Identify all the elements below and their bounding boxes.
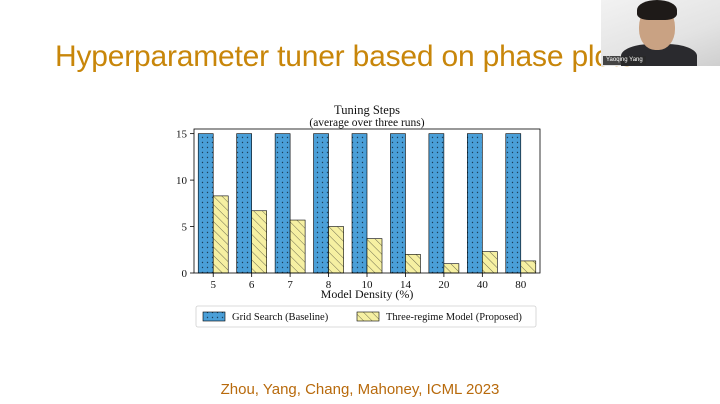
legend-swatch-three-regime (356, 311, 380, 322)
bar-three-regime-10 (366, 238, 383, 274)
bar-grid-search-6 (236, 133, 252, 274)
webcam-person-hair (637, 0, 677, 20)
y-tick-label: 5 (182, 222, 188, 234)
bar-three-regime-8 (328, 226, 344, 274)
x-tick-label: 8 (326, 279, 332, 291)
x-tick-label: 20 (438, 279, 450, 291)
bar-three-regime-20 (443, 263, 460, 274)
y-tick-label: 10 (176, 175, 188, 187)
bar-three-regime-7 (289, 219, 306, 274)
legend: Grid Search (Baseline) Three-regime Mode… (195, 305, 537, 328)
x-tick-label: 6 (249, 279, 255, 291)
y-tick-label: 15 (176, 129, 188, 141)
webcam-name-label: Yaoqing Yang (603, 56, 646, 65)
bar-grid-search-80 (505, 133, 522, 274)
bar-three-regime-6 (251, 210, 267, 274)
bar-three-regime-40 (482, 251, 498, 274)
y-tick-label: 0 (182, 268, 188, 280)
chart-title: Tuning Steps (334, 103, 400, 117)
chart-subtitle: (average over three runs) (309, 117, 424, 129)
citation: Zhou, Yang, Chang, Mahoney, ICML 2023 (220, 381, 500, 398)
bar-three-regime-80 (520, 260, 537, 274)
bar-grid-search-8 (313, 133, 329, 274)
bar-grid-search-14 (390, 133, 406, 274)
x-tick-label: 80 (515, 279, 527, 291)
bar-grid-search-5 (197, 133, 214, 274)
legend-label-grid-search: Grid Search (Baseline) (232, 312, 329, 323)
legend-swatch-grid-search (202, 311, 226, 322)
bar-grid-search-20 (428, 133, 445, 274)
x-tick-label: 10 (362, 279, 374, 291)
bar-three-regime-14 (405, 254, 421, 274)
y-axis: 0 5 10 15 (176, 129, 194, 280)
slide-title: Hyperparameter tuner based on phase plot… (55, 40, 634, 73)
x-axis: 5 6 7 8 10 14 20 40 80 (210, 273, 527, 291)
x-tick-label: 40 (477, 279, 489, 291)
webcam-overlay: Yaoqing Yang (601, 0, 720, 66)
bar-grid-search-7 (274, 133, 291, 274)
bar-three-regime-5 (212, 195, 229, 274)
x-tick-label: 14 (400, 279, 412, 291)
x-tick-label: 5 (210, 279, 216, 291)
x-tick-label: 7 (287, 279, 293, 291)
x-axis-label: Model Density (%) (321, 287, 414, 301)
legend-label-three-regime: Three-regime Model (Proposed) (386, 312, 522, 323)
bars-layer (197, 133, 537, 274)
bar-grid-search-40 (467, 133, 483, 274)
bar-grid-search-10 (351, 133, 368, 274)
